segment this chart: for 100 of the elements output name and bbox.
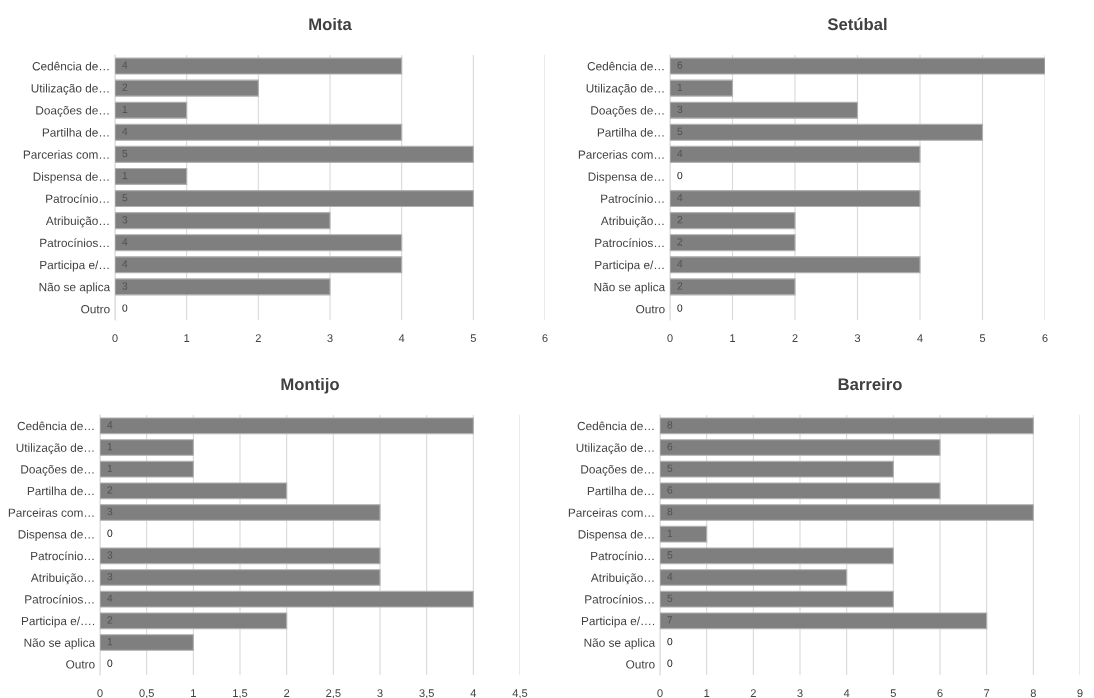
bar [100,504,381,521]
y-tick-label: Participa e/…. [21,616,95,628]
y-tick-label: Doações de… [36,105,109,117]
bar [115,167,188,185]
bar [660,590,894,608]
bar [670,234,796,252]
x-tick-label: 3,5 [419,689,434,698]
x-tick-label: 2 [792,334,798,342]
x-tick-label: 9 [1077,689,1083,698]
bar [115,278,331,296]
bar [660,547,894,565]
data-label: 0 [667,659,673,667]
x-tick-label: 6 [937,689,943,698]
y-tick-label: Doações de… [591,105,664,117]
x-tick-label: 2 [750,689,756,697]
y-tick-label: Cedência de… [17,421,94,431]
y-tick-label: Cedência de… [32,61,109,71]
x-tick-label: 1 [730,334,736,342]
bar [670,256,921,274]
bar [115,57,403,75]
chart-title: Setúbal [827,17,887,31]
y-tick-label: Participa e/… [40,260,109,272]
data-label: 0 [667,637,673,646]
x-tick-label: 4 [398,334,405,342]
bar [115,79,259,97]
x-tick-label: 4 [843,689,850,697]
y-tick-label: Atribuição… [30,573,94,585]
x-tick-label: 5 [890,689,896,698]
y-tick-label: Patrocínio… [601,194,664,203]
y-tick-label: Dispensa de… [588,172,664,184]
y-tick-label: Dispensa de… [33,172,109,184]
x-tick-label: 3 [327,334,333,343]
y-tick-label: Doações de… [21,464,94,476]
y-tick-label: Utilização de… [31,83,109,95]
y-tick-label: Não se aplica [39,282,111,294]
data-label: 0 [122,304,128,312]
bar [660,525,708,543]
bar [660,482,941,500]
chart-title: Moita [309,17,352,31]
x-tick-label: 1 [704,689,710,697]
y-tick-label: Outro [636,304,665,314]
y-tick-label: Dispensa de… [578,529,654,541]
y-tick-label: Partilha de… [597,128,664,137]
bar [670,190,921,208]
chart-title: Montijo [281,377,339,394]
bar [660,460,894,478]
bar [670,212,796,230]
bar [660,612,988,630]
bar [100,460,194,478]
bar [670,101,859,119]
data-label: 0 [677,171,683,180]
y-tick-label: Participa e/…. [581,616,655,628]
bar [100,634,194,651]
x-tick-label: 4 [470,689,477,697]
y-tick-label: Parceiras com… [568,508,654,517]
data-label: 0 [107,659,113,667]
x-tick-label: 3 [854,334,861,343]
y-tick-label: Não se aplica [584,638,656,650]
x-tick-label: 0 [97,689,103,698]
y-tick-label: Atribuição… [45,216,109,228]
bar [660,417,1034,435]
x-tick-label: 3 [377,689,383,698]
bar [115,101,188,119]
x-tick-label: 8 [1030,689,1036,698]
bar [670,123,984,141]
x-tick-label: 3 [797,689,803,698]
y-tick-label: Atribuição… [590,573,654,585]
x-tick-label: 4 [917,334,923,342]
y-tick-label: Patrocínio… [31,551,94,561]
bar [100,482,288,500]
x-tick-label: 0 [667,334,673,343]
y-tick-label: Cedência de… [577,421,654,431]
bar [100,439,194,456]
y-tick-label: Utilização de… [16,443,94,455]
x-tick-label: 0,5 [139,689,154,698]
y-tick-label: Patrocínios… [25,594,94,604]
y-tick-label: Doações de… [581,464,654,476]
bar [115,123,403,141]
x-tick-label: 6 [542,334,548,343]
x-tick-label: 2 [255,334,261,342]
bar [115,212,331,230]
y-tick-label: Cedência de… [587,61,664,71]
y-tick-label: Parceiras com… [8,508,94,517]
bar [660,569,848,586]
y-tick-label: Patrocínios… [40,238,109,248]
y-tick-label: Partilha de… [587,486,654,496]
x-tick-label: 4,5 [512,689,528,698]
y-tick-label: Partilha de… [42,128,109,137]
y-tick-label: Outro [81,304,110,314]
chart-title: Barreiro [838,377,902,391]
bar [100,612,288,630]
bar [115,256,403,274]
y-tick-label: Dispensa de… [18,529,94,541]
y-tick-label: Parcerias com… [23,150,109,159]
x-tick-label: 2 [284,689,290,697]
x-tick-label: 5 [979,334,986,343]
x-tick-label: 2,5 [326,689,341,698]
data-label: 0 [677,304,683,312]
x-tick-label: 1,5 [233,689,248,698]
y-tick-label: Utilização de… [586,83,664,95]
